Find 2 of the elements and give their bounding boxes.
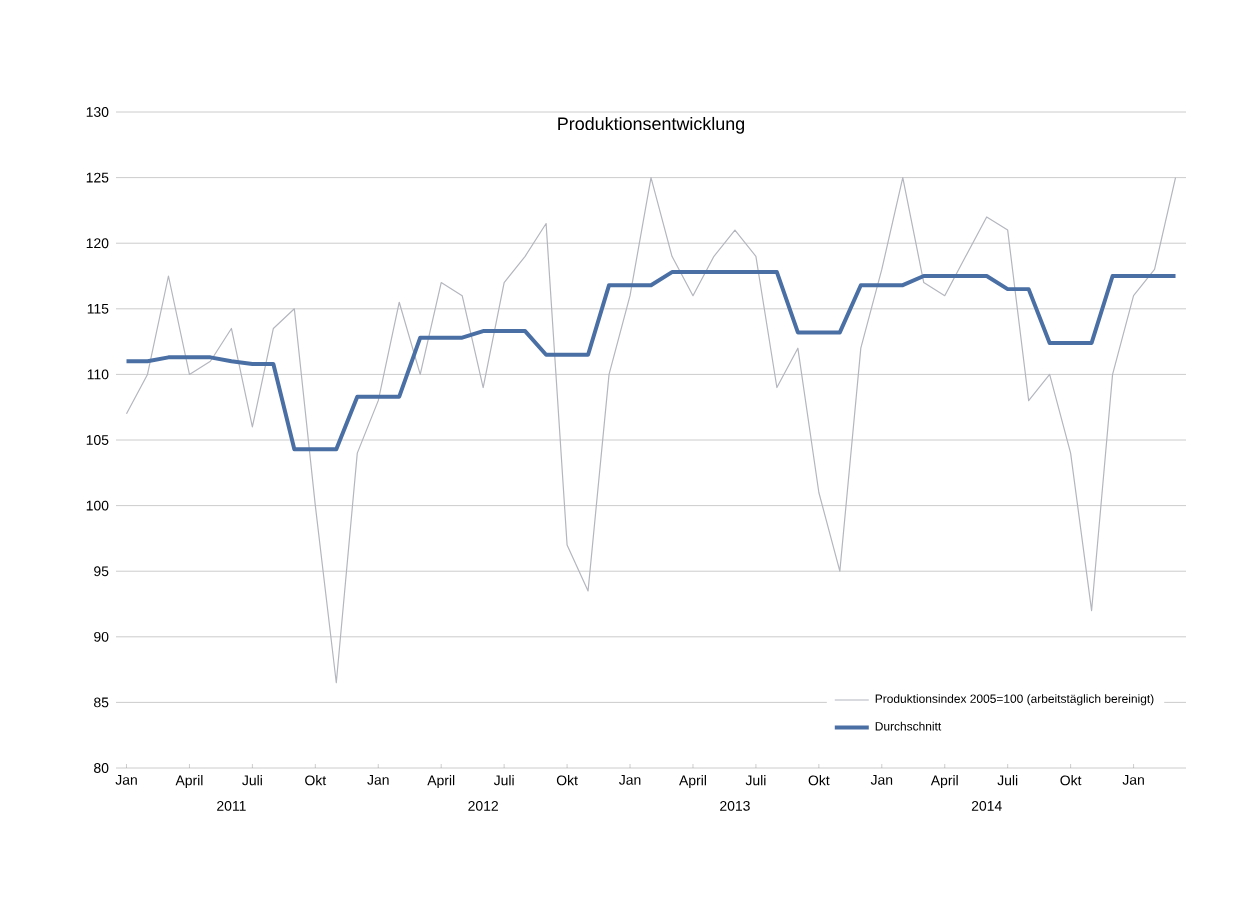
line-series	[125, 177, 1177, 684]
chart-title: Produktionsentwicklung	[558, 116, 745, 134]
